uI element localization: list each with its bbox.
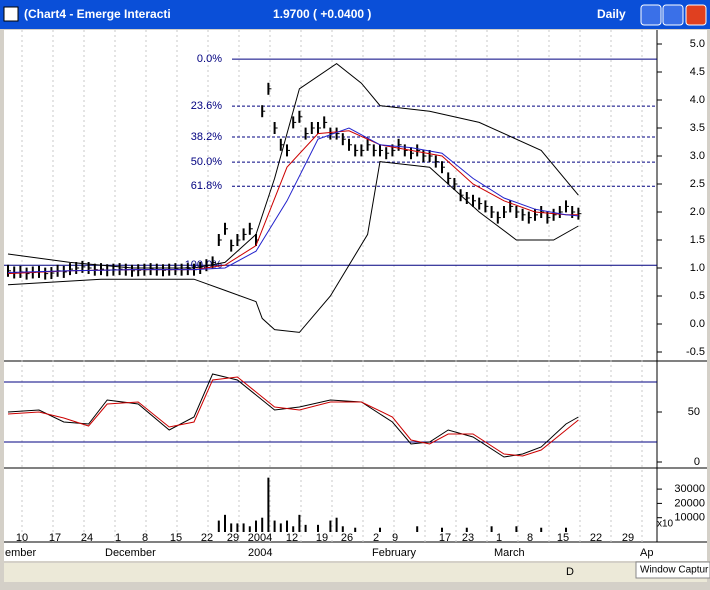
series-line bbox=[7, 376, 579, 457]
fib-label: 50.0% bbox=[191, 156, 222, 168]
date-label: 2 bbox=[373, 532, 379, 544]
unit-label: x10 bbox=[657, 519, 674, 530]
y-tick-label: 1.0 bbox=[690, 262, 705, 274]
y-tick-label: 1.5 bbox=[690, 234, 705, 246]
date-label: 24 bbox=[81, 532, 93, 544]
chart-area bbox=[4, 30, 707, 561]
y-tick-label: 3.0 bbox=[690, 150, 705, 162]
y-tick-label: 3.5 bbox=[690, 122, 705, 134]
capture-box bbox=[635, 561, 710, 579]
month-label: ember bbox=[5, 547, 37, 559]
date-label: 15 bbox=[170, 532, 182, 544]
fib-label: 23.6% bbox=[191, 100, 222, 112]
fib-label: 61.8% bbox=[191, 180, 222, 192]
minimize[interactable] bbox=[640, 4, 662, 26]
y-tick-label: 0.5 bbox=[690, 290, 705, 302]
y-tick-label: 4.0 bbox=[690, 94, 705, 106]
date-label: 1 bbox=[115, 532, 121, 544]
title-bar bbox=[0, 0, 710, 29]
date-label: 2004 bbox=[248, 532, 272, 544]
series-line bbox=[7, 127, 579, 273]
y-tick-label: -0.5 bbox=[686, 346, 705, 358]
y-tick-label: 50 bbox=[688, 406, 700, 418]
date-label: 26 bbox=[341, 532, 353, 544]
app-icon[interactable] bbox=[3, 6, 19, 22]
date-label: 10 bbox=[16, 532, 28, 544]
date-label: 22 bbox=[201, 532, 213, 544]
month-label: February bbox=[372, 547, 417, 559]
window-title: (Chart4 - Emerge Interacti bbox=[24, 7, 171, 21]
y-tick-label: 0 bbox=[694, 456, 700, 468]
date-label: 8 bbox=[142, 532, 148, 544]
month-label: March bbox=[494, 547, 525, 559]
date-label: 1 bbox=[496, 532, 502, 544]
date-label: 17 bbox=[49, 532, 61, 544]
capture-label: Window Captur bbox=[640, 565, 709, 576]
date-label: 19 bbox=[316, 532, 328, 544]
y-tick-label: 5.0 bbox=[690, 38, 705, 50]
date-label: 9 bbox=[392, 532, 398, 544]
month-label: 2004 bbox=[248, 547, 272, 559]
quote: 1.9700 ( +0.0400 ) bbox=[273, 7, 371, 21]
month-label: Ap bbox=[640, 547, 653, 559]
series-line bbox=[7, 373, 579, 458]
date-label: 15 bbox=[557, 532, 569, 544]
y-tick-label: 4.5 bbox=[690, 66, 705, 78]
fib-label: 0.0% bbox=[197, 53, 222, 65]
y-tick-label: 10000 bbox=[674, 512, 705, 524]
date-label: 23 bbox=[462, 532, 474, 544]
date-label: 29 bbox=[227, 532, 239, 544]
date-label: 17 bbox=[439, 532, 451, 544]
close[interactable] bbox=[685, 4, 707, 26]
date-label: 12 bbox=[286, 532, 298, 544]
y-tick-label: 0.0 bbox=[690, 318, 705, 330]
y-tick-label: 2.0 bbox=[690, 206, 705, 218]
date-label: 8 bbox=[527, 532, 533, 544]
period: Daily bbox=[597, 7, 626, 21]
series-line bbox=[7, 161, 579, 333]
fib-label: 38.2% bbox=[191, 131, 222, 143]
y-tick-label: 2.5 bbox=[690, 178, 705, 190]
scrollbar[interactable] bbox=[4, 563, 707, 582]
date-label: 22 bbox=[590, 532, 602, 544]
month-label: December bbox=[105, 547, 156, 559]
series-line bbox=[7, 62, 579, 269]
date-label: 29 bbox=[622, 532, 634, 544]
maximize[interactable] bbox=[662, 4, 684, 26]
y-tick-label: 20000 bbox=[674, 497, 705, 509]
y-tick-label: 30000 bbox=[674, 483, 705, 495]
nav-button[interactable]: D bbox=[566, 566, 574, 578]
